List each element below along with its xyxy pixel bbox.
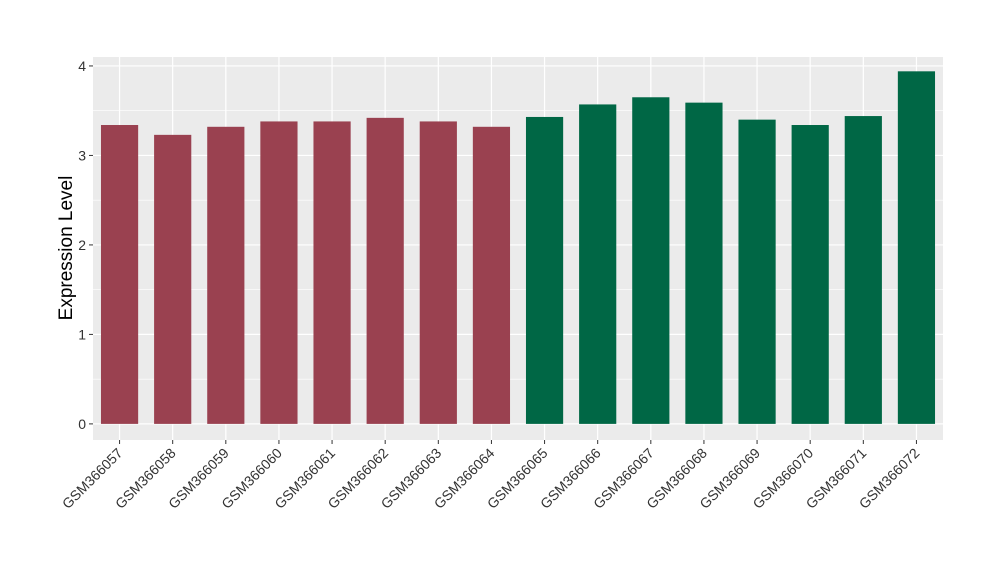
bar-GSM366060 (260, 121, 298, 424)
y-axis-title: Expression Level (56, 176, 77, 321)
bar-GSM366059 (207, 126, 245, 424)
y-tick-label: 3 (78, 147, 86, 163)
bar-GSM366062 (366, 117, 404, 424)
bars (100, 71, 936, 424)
bar-GSM366067 (632, 97, 670, 424)
bar-GSM366057 (100, 125, 139, 424)
bar-GSM366066 (579, 104, 617, 424)
y-tick-label: 0 (78, 416, 86, 432)
y-axis: 0 1 2 3 4 (78, 58, 93, 432)
y-tick-label: 4 (78, 58, 86, 74)
bar-GSM366068 (685, 102, 723, 424)
bar-GSM366058 (154, 134, 192, 424)
y-tick-label: 1 (78, 326, 86, 342)
bar-GSM366063 (419, 121, 457, 424)
bar-GSM366064 (472, 126, 511, 424)
bar-GSM366065 (525, 116, 564, 424)
bar-GSM366070 (791, 125, 829, 424)
bar-GSM366071 (844, 116, 882, 424)
y-tick-label: 2 (78, 237, 86, 253)
x-axis: GSM366057GSM366058GSM366059GSM366060GSM3… (59, 440, 923, 512)
bar-GSM366072 (897, 71, 936, 424)
bar-GSM366061 (313, 121, 351, 424)
bar-GSM366069 (738, 119, 776, 424)
